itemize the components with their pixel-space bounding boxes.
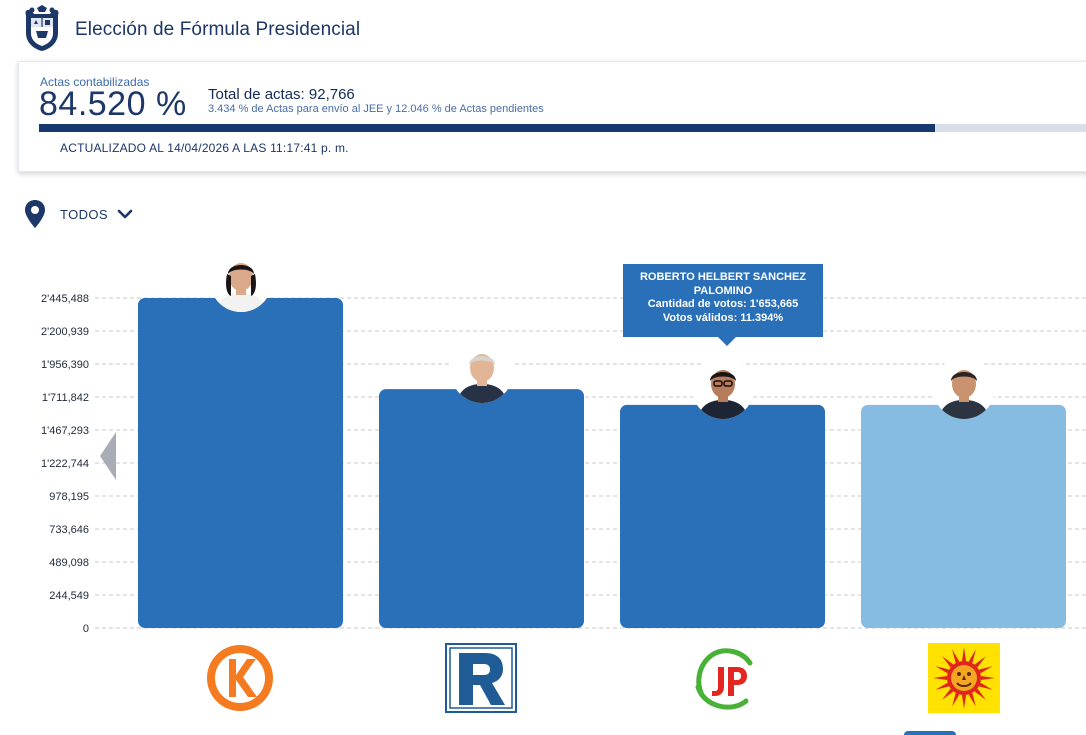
sun-ray	[974, 656, 986, 668]
tooltip-votes: Cantidad de votos: 1'653,665	[647, 298, 799, 310]
tooltip-arrow	[718, 337, 736, 346]
sun-ray	[933, 675, 948, 681]
tooltip-name: ROBERTO HELBERT SANCHEZ PALOMINO	[639, 271, 807, 297]
actas-subtext: 3.434 % de Actas para envío al JEE y 12.…	[208, 103, 544, 115]
page-indicator[interactable]	[904, 731, 956, 735]
y-tick-label: 1'711,842	[42, 392, 89, 404]
page-title: Elección de Fórmula Presidencial	[75, 19, 361, 40]
portrait-drawing	[209, 250, 272, 312]
sun-ray	[952, 649, 960, 664]
sun-ray	[935, 682, 950, 690]
sun-ray	[935, 666, 950, 674]
y-tick-label: 2'445,488	[41, 293, 89, 305]
sun-ray	[961, 647, 967, 662]
sun-ray	[968, 649, 976, 664]
bar-renovaci-n-popular[interactable]	[379, 389, 584, 628]
y-tick-label: 489,098	[49, 557, 89, 569]
juntos-por-el-peru-jp-logo-icon[interactable]	[690, 643, 760, 713]
candidate-photo-icon	[450, 341, 513, 404]
sun-ray	[961, 694, 967, 709]
portrait-drawing	[691, 356, 754, 419]
portrait-drawing	[932, 356, 995, 419]
actas-percent: 84.520 %	[39, 85, 187, 123]
sun-ray	[978, 682, 993, 690]
sun-ray	[952, 692, 960, 707]
sun-ray	[980, 675, 995, 681]
y-tick-label: 244,549	[49, 590, 89, 602]
bar-partido-pol-tico[interactable]	[861, 404, 1066, 628]
peru-coat-of-arms-icon	[25, 5, 59, 51]
candidate-photo-icon	[932, 356, 995, 419]
y-tick-label: 1'467,293	[41, 425, 89, 437]
chart-canvas: 0 244,549 489,098 733,646 978,195 1'222,744 1'…	[41, 293, 1086, 635]
location-pin-icon	[25, 200, 45, 228]
sun-ray	[974, 688, 986, 700]
region-filter[interactable]: TODOS	[24, 199, 133, 229]
bar-juntos-por-el-per-[interactable]	[620, 404, 825, 628]
y-tick-label: 1'222,744	[41, 458, 89, 470]
y-tick-label: 733,646	[49, 524, 89, 536]
actas-progress-card: Actas contabilizadas 84.520 % Total de a…	[18, 61, 1086, 172]
sun-ray	[978, 666, 993, 674]
total-actas: Total de actas: 92,766	[208, 86, 355, 103]
tooltip-valid-votes: Votos válidos: 11.394%	[662, 311, 784, 324]
chevron-down-icon	[117, 209, 133, 219]
filter-label: TODOS	[60, 206, 108, 222]
chart-prev-arrow-icon[interactable]	[99, 432, 117, 480]
sun-ray	[942, 656, 954, 668]
renovacion-popular-r-logo-icon[interactable]	[445, 643, 517, 713]
y-tick-label: 0	[83, 623, 89, 635]
app-header: Elección de Fórmula Presidencial	[0, 0, 1086, 58]
y-tick-label: 1'956,390	[41, 359, 89, 371]
candidate-tooltip: ROBERTO HELBERT SANCHEZ PALOMINO Cantida…	[623, 264, 823, 346]
candidate-photo-icon	[691, 356, 754, 419]
portrait-drawing	[450, 341, 513, 404]
sun-ray	[968, 692, 976, 707]
candidate-photo-icon	[209, 250, 272, 312]
y-tick-label: 978,195	[49, 491, 89, 503]
sun-ray	[942, 688, 954, 700]
sun-party-logo-icon[interactable]	[928, 643, 1000, 713]
fuerza-popular-k-logo-icon[interactable]	[205, 643, 275, 713]
bar-fuerza-popular[interactable]	[138, 298, 343, 628]
y-tick-label: 2'200,939	[41, 326, 89, 338]
progress-track	[39, 124, 1086, 132]
updated-timestamp: ACTUALIZADO AL 14/04/2026 A LAS 11:17:41…	[60, 141, 349, 155]
actas-label: Actas contabilizadas	[40, 75, 150, 89]
votes-bar-chart: 0 244,549 489,098 733,646 978,195 1'222,744 1'…	[0, 235, 1086, 735]
progress-fill	[39, 124, 935, 132]
